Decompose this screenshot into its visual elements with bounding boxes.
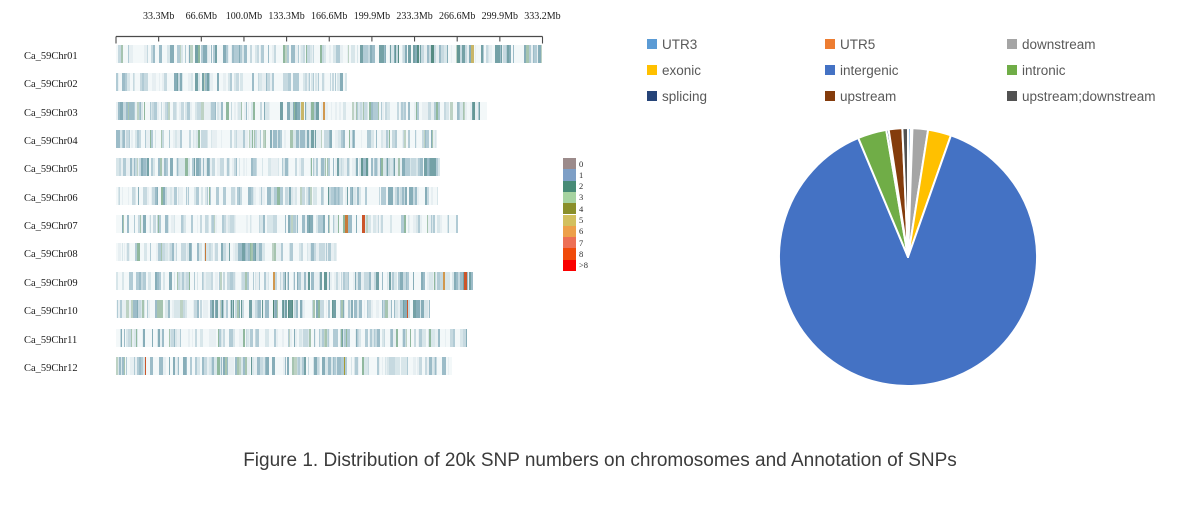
chromosome-label: Ca_59Chr01	[24, 51, 78, 62]
legend-swatch	[825, 39, 835, 49]
density-scale-item: 5	[563, 214, 603, 226]
legend-swatch	[647, 65, 657, 75]
chromosome-label: Ca_59Chr03	[24, 107, 78, 119]
legend-label: exonic	[662, 63, 702, 78]
density-scale-item: 7	[563, 237, 603, 249]
legend-item-upstream: upstream	[825, 89, 1000, 104]
density-scale-label: 2	[579, 181, 584, 192]
x-axis-tick-label: 266.6Mb	[438, 11, 476, 22]
x-axis-tick-label: 166.6Mb	[311, 11, 348, 22]
chromosome-density-bar	[116, 101, 487, 120]
chromosome-label: Ca_59Chr09	[24, 277, 78, 289]
chromosome-density-bar	[116, 300, 430, 319]
legend-label: UTR5	[840, 37, 876, 52]
annotation-pie-chart	[778, 126, 1039, 387]
x-axis-tick-label: 333.2Mb	[524, 11, 561, 22]
legend-swatch	[825, 65, 835, 75]
x-axis-tick-label: 33.3Mb	[142, 11, 175, 22]
legend-swatch	[825, 91, 835, 101]
density-scale-item: 0	[563, 158, 603, 170]
chromosome-density-bar	[116, 271, 473, 290]
density-scale-label: 5	[579, 215, 584, 225]
legend-swatch	[647, 91, 657, 101]
chromosome-density-bar	[116, 356, 452, 375]
x-axis-tick-label: 66.6Mb	[185, 11, 217, 22]
chromosome-density-bar	[116, 158, 440, 177]
legend-swatch	[1007, 65, 1017, 75]
chromosome-density-bar	[116, 328, 467, 347]
density-scale-swatch	[563, 191, 576, 204]
legend-swatch	[647, 39, 657, 49]
density-scale-swatch	[563, 169, 576, 181]
legend-label: splicing	[662, 89, 708, 104]
density-scale-label: >8	[579, 260, 589, 271]
density-scale-label: 0	[579, 158, 584, 169]
density-scale-swatch	[563, 214, 576, 226]
legend-label: downstream	[1022, 37, 1096, 52]
legend-label: intergenic	[840, 63, 899, 78]
legend-item-utr3: UTR3	[647, 37, 822, 52]
density-scale-swatch	[563, 248, 576, 260]
chromosome-density-bar	[116, 130, 437, 149]
legend-item-exonic: exonic	[647, 63, 822, 78]
legend-label: upstream	[840, 89, 897, 104]
density-scale-label: 4	[579, 203, 584, 214]
legend-item-upstream-downstream: upstream;downstream	[1007, 89, 1182, 104]
chromosome-label: Ca_59Chr10	[24, 306, 78, 318]
density-scale-item: 4	[563, 203, 603, 215]
density-scale-label: 3	[579, 192, 584, 203]
figure-caption: Figure 1. Distribution of 20k SNP number…	[243, 450, 957, 471]
chromosome-label: Ca_59Chr12	[24, 362, 78, 374]
x-axis-tick-label: 299.9Mb	[481, 11, 519, 22]
x-axis-tick-label: 199.9Mb	[353, 11, 391, 22]
chromosome-density-bar	[116, 73, 347, 92]
chromosome-label: Ca_59Chr08	[24, 249, 78, 261]
chromosome-label: Ca_59Chr05	[24, 164, 78, 176]
density-scale-swatch	[563, 158, 576, 170]
density-scale-swatch	[563, 180, 576, 192]
density-scale-label: 8	[579, 248, 584, 259]
legend-label: upstream;downstream	[1022, 89, 1156, 104]
density-scale-swatch	[563, 259, 576, 271]
legend-label: intronic	[1022, 63, 1066, 78]
chromosome-density-bar	[116, 215, 458, 234]
legend-swatch	[1007, 91, 1017, 101]
chromosome-label: Ca_59Chr07	[24, 221, 78, 233]
chromosome-label: Ca_59Chr06	[24, 192, 78, 204]
x-axis-tick-label: 133.3Mb	[268, 11, 305, 22]
density-scale-swatch	[563, 225, 576, 238]
density-scale-swatch	[563, 237, 576, 249]
density-scale-item: 1	[563, 169, 603, 181]
chromosome-density-bar	[116, 186, 438, 205]
density-scale-item: 6	[563, 225, 603, 238]
x-axis-tick-label: 233.3Mb	[396, 11, 433, 22]
x-axis-tick-label: 100.0Mb	[225, 11, 263, 22]
pie-slice-upstream-downstream	[901, 126, 909, 258]
density-scale-item: >8	[563, 259, 603, 271]
legend-item-intronic: intronic	[1007, 63, 1182, 78]
legend-swatch	[1007, 39, 1017, 49]
density-scale-label: 7	[579, 237, 584, 248]
density-scale-item: 2	[563, 180, 603, 192]
density-scale-item: 3	[563, 191, 603, 204]
legend-item-intergenic: intergenic	[825, 63, 1000, 78]
chromosome-label: Ca_59Chr11	[24, 334, 78, 346]
chromosome-label: Ca_59Chr04	[24, 136, 78, 148]
density-scale-label: 1	[579, 169, 584, 180]
density-scale-swatch	[563, 203, 576, 215]
pie-slice-intergenic	[778, 134, 1039, 387]
legend-item-splicing: splicing	[647, 89, 822, 104]
legend-item-downstream: downstream	[1007, 37, 1182, 52]
legend-item-utr5: UTR5	[825, 37, 1000, 52]
chromosome-label: Ca_59Chr02	[24, 79, 78, 91]
density-scale-item: 8	[563, 248, 603, 260]
density-scale-label: 6	[579, 226, 584, 237]
chromosome-density-bar	[116, 45, 542, 63]
legend-label: UTR3	[662, 37, 698, 52]
chromosome-density-bar	[116, 243, 337, 262]
x-axis-ruler	[115, 35, 544, 44]
